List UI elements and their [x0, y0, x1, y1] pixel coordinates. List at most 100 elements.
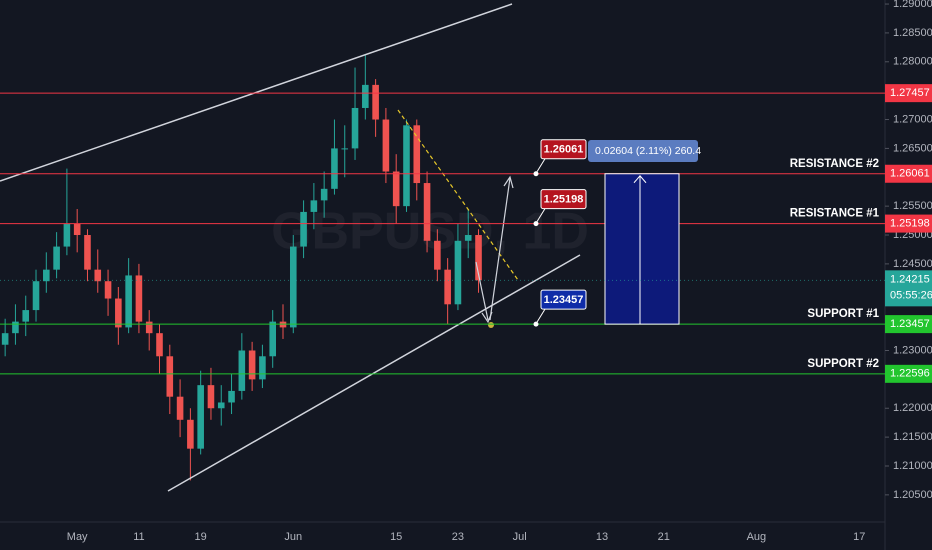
y-tick-label: 1.21000 — [893, 460, 932, 472]
candle-body — [382, 119, 390, 172]
y-tick-label: 1.20500 — [893, 489, 932, 501]
arrow-head — [503, 175, 514, 189]
candle-body — [207, 385, 215, 409]
callout-anchor — [533, 321, 539, 327]
marker — [488, 322, 494, 328]
x-tick-label: 11 — [133, 531, 144, 543]
x-tick-label: 17 — [853, 531, 865, 543]
lower-trendline — [167, 254, 581, 492]
measure-arrow-head — [633, 174, 647, 184]
level-label: RESISTANCE #1 — [790, 208, 880, 220]
candle-body — [392, 171, 400, 207]
arrow-down — [475, 261, 489, 321]
candle-body — [115, 298, 122, 328]
callout-pointer — [536, 208, 546, 222]
candle-body — [413, 125, 421, 184]
level-price-label: 1.27457 — [890, 87, 930, 99]
candle-body — [84, 235, 91, 270]
candle-body — [444, 269, 451, 305]
level-label: SUPPORT #1 — [807, 308, 879, 320]
x-tick-label: Aug — [747, 531, 767, 543]
candle-body — [145, 321, 153, 334]
x-tick-label: 21 — [658, 531, 670, 543]
level-price-tag — [885, 315, 932, 334]
candle-body — [341, 148, 349, 150]
candles — [1, 54, 482, 481]
candle-body — [197, 385, 204, 449]
y-tick-label: 1.28000 — [893, 56, 932, 68]
y-tick-label: 1.21500 — [893, 431, 932, 443]
y-tick-label: 1.24500 — [893, 258, 932, 270]
x-tick-label: 23 — [452, 531, 464, 543]
candle-body — [372, 84, 379, 120]
drawings — [0, 3, 581, 492]
x-tick-label: 19 — [195, 531, 207, 543]
candle-body — [464, 235, 472, 241]
candle-body — [475, 235, 482, 281]
candle-body — [73, 223, 81, 236]
candle-body — [217, 402, 225, 409]
x-tick-label: Jun — [284, 531, 302, 543]
y-tick-label: 1.26500 — [893, 142, 932, 154]
candle-body — [32, 281, 40, 311]
level-price-tag — [885, 164, 932, 183]
level-price-label: 1.22596 — [890, 368, 930, 380]
candle-body — [63, 223, 71, 247]
measure-tag — [588, 140, 698, 162]
y-tick-label: 1.23000 — [893, 344, 932, 356]
candle-body — [135, 275, 143, 322]
upper-trendline — [0, 3, 513, 182]
callout-box — [540, 139, 587, 160]
candle-body — [320, 188, 328, 201]
candle-body — [156, 333, 163, 357]
callout-label: 1.25198 — [544, 193, 584, 205]
candle-body — [331, 148, 338, 189]
current-price-tag — [885, 270, 932, 307]
candle-body — [238, 350, 246, 391]
y-tick-label: 1.27000 — [893, 113, 932, 125]
callout-label: 1.23457 — [544, 294, 584, 306]
callout-pointer — [536, 158, 546, 173]
candle-body — [43, 269, 50, 282]
countdown-label: 05:55:26 — [890, 289, 932, 301]
level-label: SUPPORT #2 — [807, 358, 879, 370]
candle-body — [259, 356, 266, 380]
candle-body — [300, 211, 307, 247]
x-tick-label: 13 — [596, 531, 608, 543]
candle-body — [228, 390, 235, 403]
level-label: RESISTANCE #2 — [790, 158, 879, 170]
candle-body — [187, 419, 194, 449]
candle-body — [22, 310, 30, 322]
level-price-tag — [885, 84, 932, 103]
candle-body — [248, 350, 256, 380]
candle-body — [166, 356, 174, 397]
callout-pointer — [536, 308, 546, 323]
measure-box — [604, 173, 680, 325]
level-price-tag — [885, 364, 932, 383]
candle-body — [351, 107, 359, 149]
y-tick-label: 1.22000 — [893, 402, 932, 414]
x-tick-label: 15 — [390, 531, 402, 543]
candle-body — [403, 125, 410, 207]
candle-body — [176, 396, 184, 420]
callout-box — [540, 289, 587, 310]
level-price-label: 1.25198 — [890, 217, 930, 229]
x-tick-label: May — [67, 531, 88, 543]
current-price-label: 1.24215 — [890, 273, 930, 285]
callout-anchor — [533, 171, 539, 177]
y-tick-label: 1.28500 — [893, 27, 932, 39]
arrow-up — [489, 177, 511, 321]
level-price-label: 1.23457 — [890, 318, 930, 330]
candle-body — [423, 183, 431, 241]
candle-body — [94, 269, 102, 282]
level-price-tag — [885, 214, 932, 233]
candle-body — [362, 84, 369, 108]
candle-body — [434, 240, 441, 270]
candle-body — [269, 321, 276, 357]
x-tick-label: Jul — [513, 531, 527, 543]
y-tick-label: 1.29000 — [893, 0, 932, 10]
candle-body — [53, 246, 60, 270]
candle-body — [1, 333, 9, 345]
